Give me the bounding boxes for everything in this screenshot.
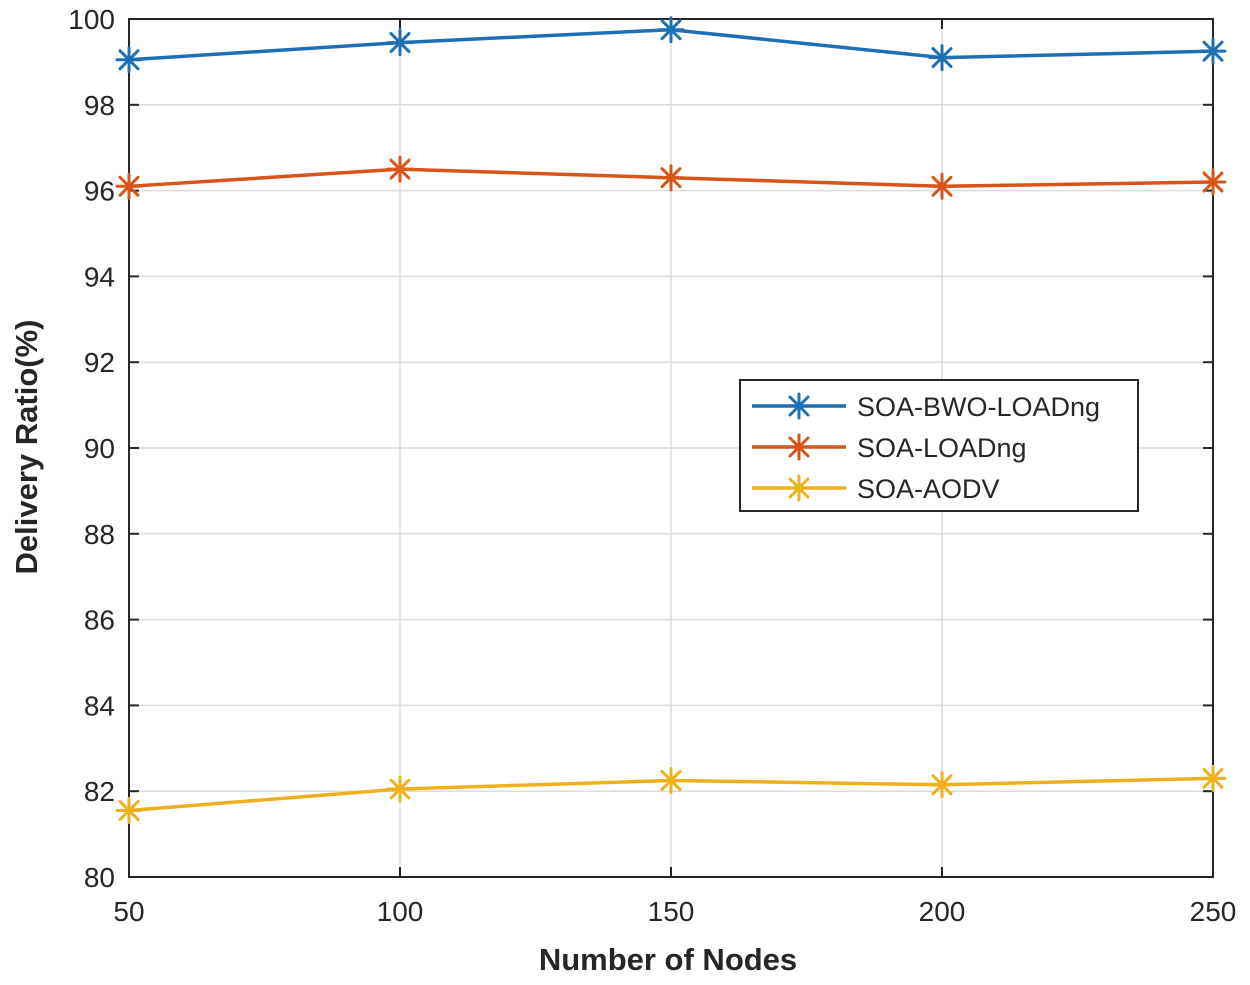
y-tick-label: 84 [84,690,115,721]
data-point-soa-bwo-loadng [1199,37,1227,65]
y-tick-label: 80 [84,862,115,893]
x-tick-label: 250 [1190,896,1237,927]
data-point-soa-aodv [115,797,143,825]
y-tick-label: 90 [84,433,115,464]
x-tick-label: 50 [113,896,144,927]
y-tick-label: 98 [84,90,115,121]
legend: SOA-BWO-LOADng SOA-LOADng SOA-AODV [739,379,1139,512]
data-point-soa-aodv [657,766,685,794]
series [115,16,1227,825]
data-point-soa-loadng [1199,168,1227,196]
data-point-soa-loadng [657,164,685,192]
data-point-soa-loadng [115,172,143,200]
data-point-soa-aodv [386,775,414,803]
data-point-soa-aodv [928,771,956,799]
y-tick-label: 100 [68,4,115,35]
legend-marker-soa-aodv [785,474,813,502]
x-tick-label: 200 [919,896,966,927]
data-point-soa-bwo-loadng [928,44,956,72]
data-point-soa-loadng [386,155,414,183]
data-point-soa-loadng [928,172,956,200]
y-tick-label: 96 [84,176,115,207]
legend-marker-soa-loadng [785,433,813,461]
y-tick-label: 94 [84,261,115,292]
y-tick-label: 86 [84,605,115,636]
y-tick-label: 92 [84,347,115,378]
y-axis-title: Delivery Ratio(%) [9,320,44,575]
legend-label-soa-loadng: SOA-LOADng [857,433,1027,463]
legend-marker-soa-bwo-loadng [785,392,813,420]
ticks: 50 100 150 200 250 80 82 84 86 88 90 92 94 96 98 100 [68,4,1236,927]
y-tick-label: 88 [84,519,115,550]
data-point-soa-bwo-loadng [386,29,414,57]
x-axis-title: Number of Nodes [539,942,797,977]
x-tick-label: 100 [377,896,424,927]
legend-label-soa-bwo-loadng: SOA-BWO-LOADng [857,392,1100,422]
data-point-soa-aodv [1199,764,1227,792]
y-tick-label: 82 [84,776,115,807]
data-point-soa-bwo-loadng [115,46,143,74]
data-point-soa-bwo-loadng [657,16,685,44]
legend-label-soa-aodv: SOA-AODV [857,474,1000,504]
x-tick-label: 150 [648,896,695,927]
